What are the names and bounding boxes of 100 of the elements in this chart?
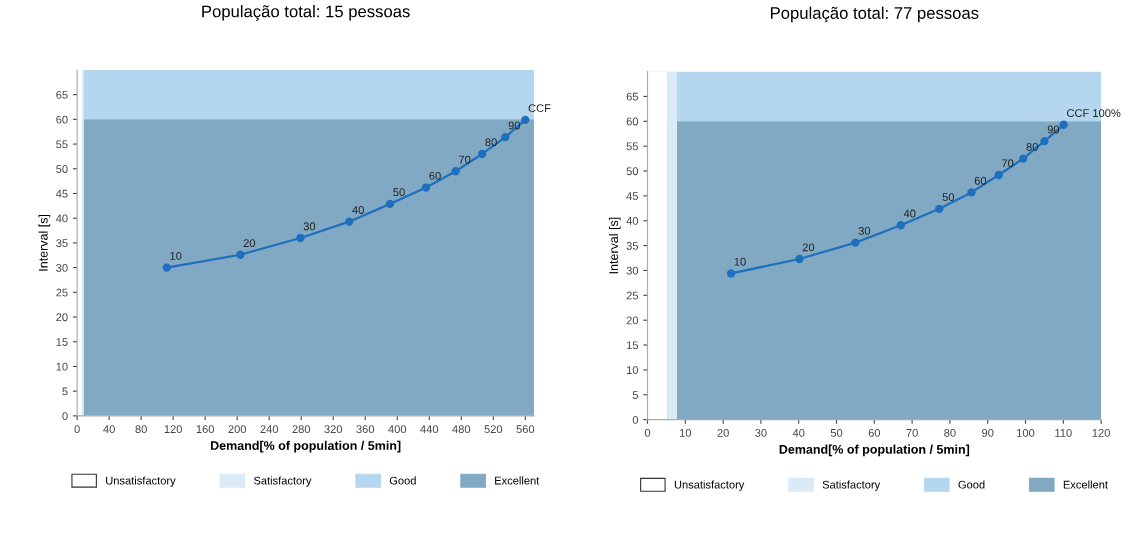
- x-tick-label: 440: [420, 425, 439, 434]
- y-tick-label: 20: [626, 316, 639, 325]
- x-tick-label: 80: [135, 425, 147, 434]
- x-tick-label: 160: [196, 425, 214, 434]
- annotation: 20: [243, 239, 256, 248]
- y-tick-label: 15: [626, 341, 639, 350]
- annotation: 30: [858, 226, 871, 235]
- annotation: 60: [974, 176, 987, 185]
- annotation: 70: [1002, 159, 1014, 168]
- x-tick-label: 110: [1055, 428, 1072, 437]
- point: [896, 221, 905, 230]
- point: [385, 199, 395, 209]
- x-tick-label: 70: [906, 428, 918, 437]
- x-tick-label: 200: [228, 425, 247, 434]
- x-tick-label: 100: [1017, 428, 1035, 437]
- x-tick-label: 280: [292, 425, 311, 434]
- y-tick-label: 0: [632, 415, 639, 424]
- point: [521, 115, 530, 125]
- y-tick-label: 65: [626, 92, 639, 101]
- x-tick-label: 10: [679, 428, 692, 437]
- x-tick-label: 120: [1092, 428, 1110, 437]
- y-tick-label: 45: [626, 192, 639, 201]
- annotation: 10: [734, 257, 746, 266]
- annotation: 20: [802, 243, 815, 252]
- y-tick-label: 0: [62, 412, 68, 421]
- annotation: 50: [393, 188, 405, 197]
- chart-title: População total: 15 pessoas: [202, 5, 410, 21]
- x-axis-title: Demand[% of population / 5min]: [210, 440, 401, 453]
- x-tick-label: 40: [792, 428, 805, 437]
- annotation: 40: [352, 206, 364, 214]
- x-tick-label: 20: [717, 428, 729, 437]
- y-tick-label: 40: [55, 214, 68, 223]
- x-tick-label: 0: [644, 428, 651, 437]
- annotation: 80: [485, 138, 497, 147]
- legend-label: Excellent: [1063, 480, 1108, 489]
- y-tick-label: 35: [56, 239, 68, 248]
- point: [1059, 120, 1068, 129]
- y-tick-label: 40: [626, 217, 639, 225]
- y-tick-label: 30: [56, 263, 68, 272]
- y-tick-label: 5: [62, 387, 68, 396]
- y-tick-label: 35: [626, 241, 639, 250]
- point: [236, 250, 245, 259]
- point: [726, 269, 736, 278]
- annotation: CCF 100%: [1067, 109, 1121, 118]
- annotation: 70: [459, 155, 471, 164]
- x-tick-label: 320: [324, 425, 343, 434]
- x-tick-label: 120: [164, 425, 182, 434]
- y-tick-label: 55: [626, 142, 639, 151]
- point: [477, 149, 487, 159]
- legend-label: Unsatisfactory: [106, 476, 176, 487]
- x-tick-label: 60: [868, 428, 881, 437]
- annotation: 50: [942, 193, 955, 202]
- x-tick-label: 90: [982, 428, 994, 437]
- legend-label: Good: [389, 476, 416, 485]
- point: [421, 183, 431, 192]
- annotation: 60: [429, 171, 441, 180]
- point: [851, 238, 860, 247]
- y-axis-title: Interval [s]: [608, 217, 621, 274]
- y-tick-label: 15: [56, 338, 68, 346]
- y-tick-label: 45: [55, 189, 68, 198]
- legend-label: Excellent: [495, 476, 540, 485]
- x-tick-label: 80: [944, 428, 956, 437]
- annotation: 30: [303, 222, 316, 231]
- legend-label: Good: [958, 480, 985, 489]
- x-tick-label: 360: [356, 425, 375, 434]
- y-tick-label: 20: [56, 313, 68, 322]
- y-tick-label: 10: [56, 362, 68, 371]
- annotation: 90: [508, 121, 520, 130]
- x-tick-label: 40: [103, 425, 115, 434]
- x-tick-label: 30: [755, 428, 767, 437]
- x-tick-label: 520: [484, 425, 503, 434]
- legend-label: Unsatisfactory: [674, 480, 745, 491]
- point: [162, 263, 171, 272]
- annotation: 10: [170, 252, 182, 260]
- annotation: 90: [1047, 125, 1060, 134]
- point: [994, 170, 1003, 180]
- point: [795, 254, 804, 264]
- point: [501, 132, 510, 142]
- y-axis-title: Interval [s]: [38, 214, 51, 271]
- x-tick-label: 50: [830, 428, 843, 437]
- y-tick-label: 60: [56, 115, 68, 124]
- point: [1019, 154, 1028, 163]
- annotation: CCF: [528, 104, 551, 113]
- y-tick-label: 25: [56, 288, 68, 297]
- x-tick-label: 560: [516, 425, 535, 434]
- legend-label: Satisfactory: [253, 476, 312, 487]
- chart-title: População total: 77 pessoas: [770, 6, 979, 23]
- point: [345, 217, 354, 226]
- y-tick-label: 25: [626, 291, 639, 300]
- point: [1040, 137, 1049, 146]
- y-tick-label: 65: [56, 90, 68, 99]
- y-tick-label: 10: [626, 366, 639, 375]
- x-axis-title: Demand[% of population / 5min]: [779, 444, 970, 457]
- annotation: 80: [1026, 142, 1038, 151]
- x-tick-label: 240: [260, 425, 279, 434]
- y-tick-label: 55: [56, 140, 68, 149]
- legend-label: Satisfactory: [822, 480, 881, 491]
- point: [296, 233, 305, 243]
- y-tick-label: 50: [626, 167, 639, 176]
- y-tick-label: 30: [626, 266, 639, 275]
